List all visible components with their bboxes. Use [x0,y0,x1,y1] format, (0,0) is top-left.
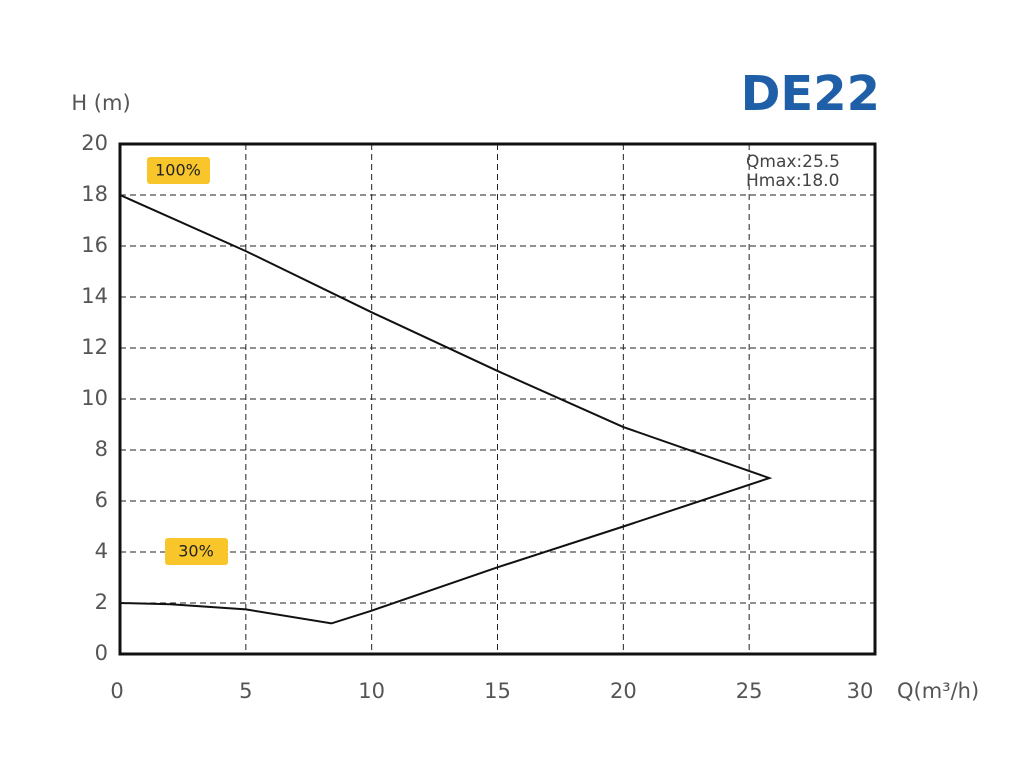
y-tick-label: 6 [95,488,108,512]
y-tick-label: 10 [81,386,108,410]
y-tick-label: 14 [81,284,108,308]
x-tick-label: 30 [847,679,874,703]
x-tick-label: 10 [358,679,385,703]
y-tick-label: 8 [95,437,108,461]
curve [119,194,773,625]
y-tick-label: 20 [81,131,108,155]
y-tick-label: 2 [95,590,108,614]
badge [165,538,228,565]
y-tick-label: 0 [95,641,108,665]
badge-label: 30% [178,542,214,561]
y-tick-label: 12 [81,335,108,359]
x-tick-label: 15 [484,679,511,703]
y-tick-label: 18 [81,182,108,206]
x-tick-label: 0 [110,679,123,703]
badge [147,157,210,184]
x-tick-label: 20 [610,679,637,703]
info-text: Hmax:18.0 [746,171,839,191]
x-tick-label: 25 [736,679,763,703]
info-text: Qmax:25.5 [746,152,840,172]
x-tick-label: 5 [239,679,252,703]
chart-title: DE22 [741,66,880,122]
y-tick-label: 4 [95,539,108,563]
x-axis-label: Q(m³/h) [897,679,979,703]
y-axis-label: H (m) [71,91,130,115]
y-tick-label: 16 [81,233,108,257]
plot-frame [118,142,877,656]
badge-label: 100% [155,161,201,180]
